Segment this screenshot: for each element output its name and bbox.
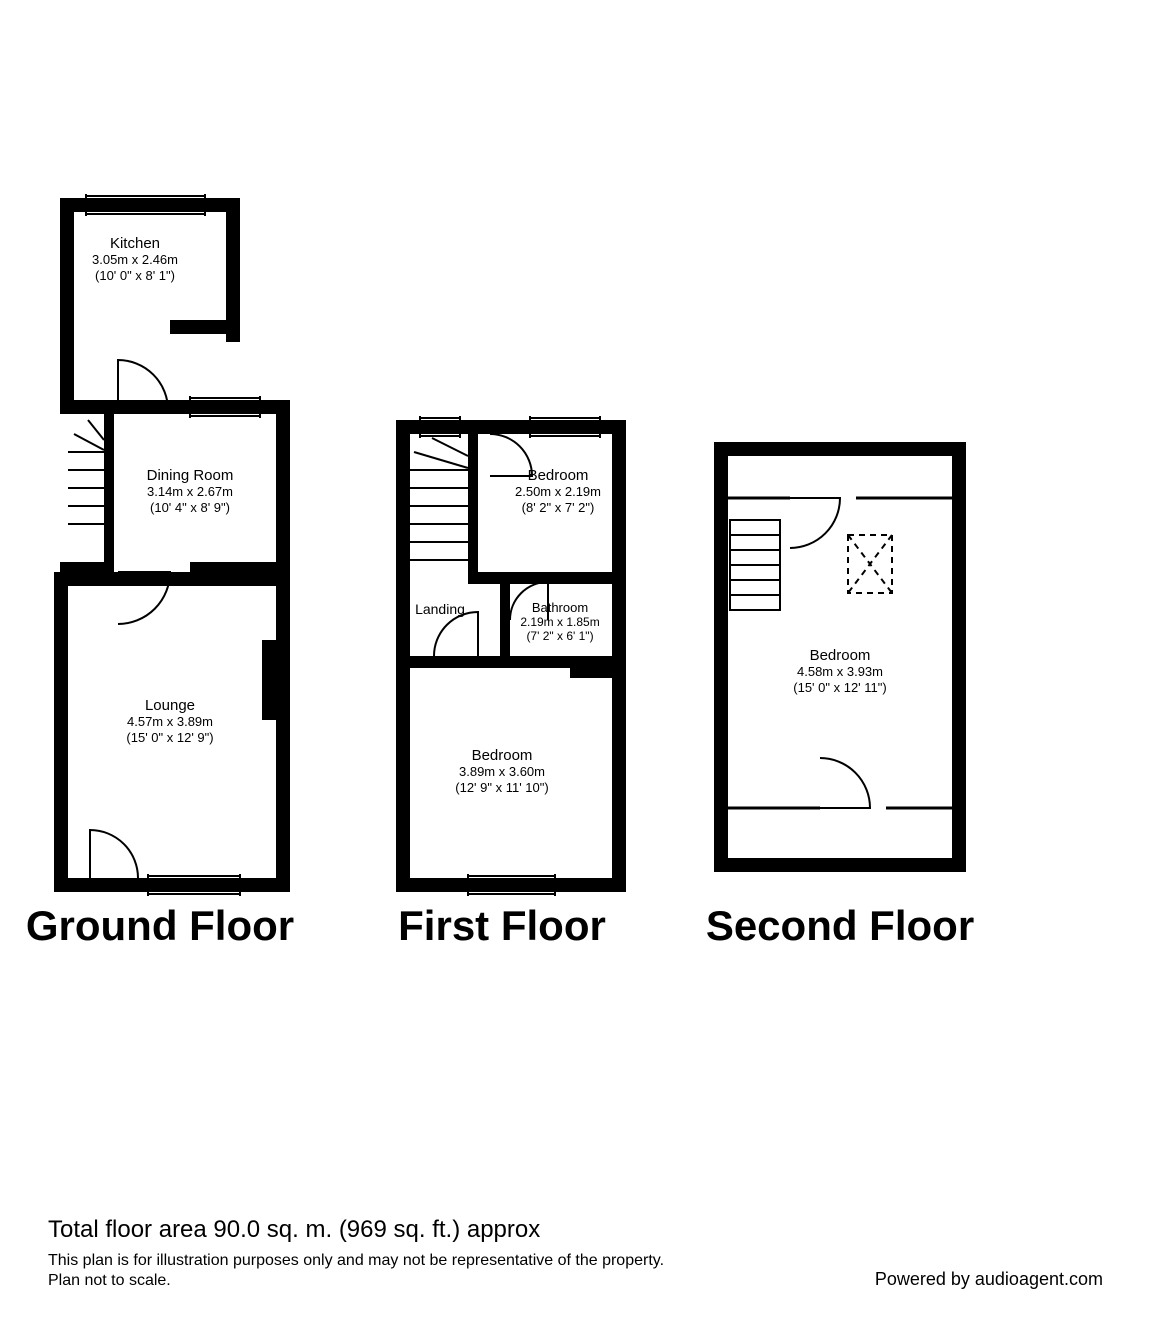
lounge-imperial: (15' 0" x 12' 9") — [126, 730, 213, 745]
kitchen-metric: 3.05m x 2.46m — [92, 252, 178, 267]
floorplan-page: Kitchen 3.05m x 2.46m (10' 0" x 8' 1") D… — [0, 0, 1151, 1328]
sf-bed-imperial: (15' 0" x 12' 11") — [793, 680, 886, 695]
dining-imperial: (10' 4" x 8' 9") — [150, 500, 230, 515]
ff-bath-metric: 2.19m x 1.85m — [520, 615, 599, 629]
ff-landing: Landing — [415, 601, 465, 617]
ff-bed1-name: Bedroom — [528, 467, 589, 484]
lounge-metric: 4.57m x 3.89m — [127, 714, 213, 729]
sf-bed-name: Bedroom — [810, 647, 871, 664]
ff-bath-name: Bathroom — [532, 600, 588, 615]
kitchen-name: Kitchen — [110, 235, 160, 252]
ff-bed2-metric: 3.89m x 3.60m — [459, 764, 545, 779]
total-area: Total floor area 90.0 sq. m. (969 sq. ft… — [48, 1216, 1103, 1244]
ff-bed1-metric: 2.50m x 2.19m — [515, 484, 601, 499]
floorplan-svg: Kitchen 3.05m x 2.46m (10' 0" x 8' 1") D… — [0, 0, 1151, 1328]
ground-floor — [54, 194, 290, 896]
room-labels: Kitchen 3.05m x 2.46m (10' 0" x 8' 1") D… — [92, 235, 887, 795]
ground-floor-title: Ground Floor — [26, 902, 294, 949]
dining-metric: 3.14m x 2.67m — [147, 484, 233, 499]
kitchen-imperial: (10' 0" x 8' 1") — [95, 268, 175, 283]
powered-by: Powered by audioagent.com — [875, 1269, 1103, 1290]
second-floor-title: Second Floor — [706, 902, 974, 949]
ff-bed2-imperial: (12' 9" x 11' 10") — [455, 780, 548, 795]
sf-bed-metric: 4.58m x 3.93m — [797, 664, 883, 679]
ff-bed2-name: Bedroom — [472, 747, 533, 764]
first-floor-title: First Floor — [398, 902, 606, 949]
lounge-name: Lounge — [145, 697, 195, 714]
dining-name: Dining Room — [147, 467, 234, 484]
ff-bed1-imperial: (8' 2" x 7' 2") — [522, 500, 595, 515]
ff-bath-imperial: (7' 2" x 6' 1") — [526, 629, 593, 643]
disclaimer-1: This plan is for illustration purposes o… — [48, 1252, 1103, 1270]
